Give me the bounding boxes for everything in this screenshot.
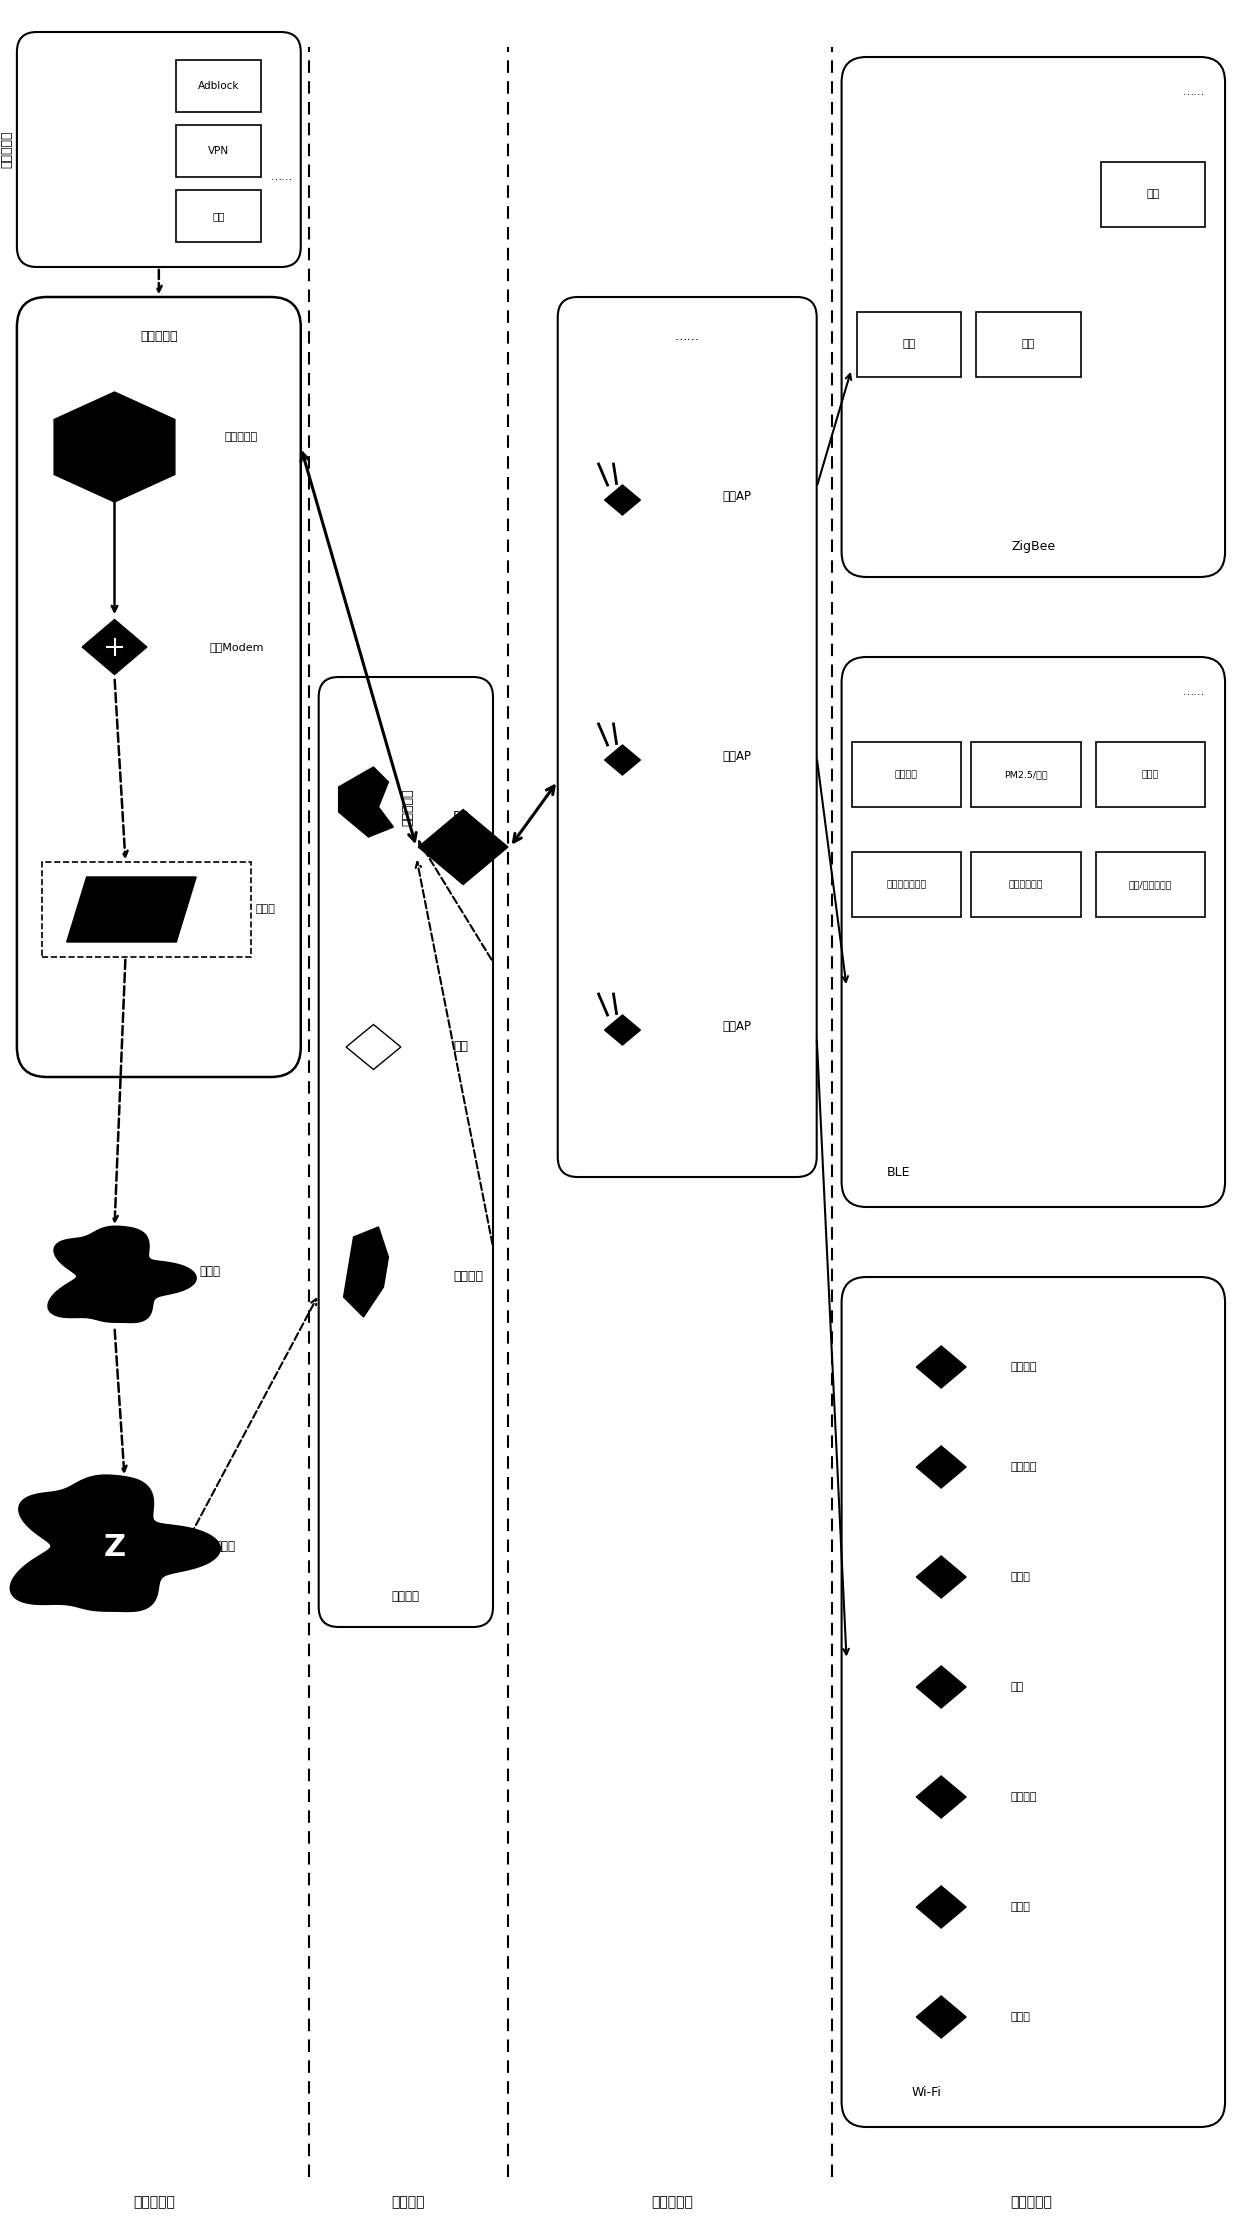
Text: 互联网: 互联网 bbox=[200, 1265, 221, 1278]
Polygon shape bbox=[916, 1886, 966, 1929]
Text: 公有云: 公有云 bbox=[215, 1541, 236, 1554]
Text: 用户入口: 用户入口 bbox=[392, 2196, 425, 2209]
Text: VPN: VPN bbox=[208, 147, 229, 156]
Text: 智能电视: 智能电视 bbox=[1011, 1461, 1038, 1472]
Text: 智能手机: 智能手机 bbox=[1011, 1793, 1038, 1802]
Polygon shape bbox=[605, 746, 640, 775]
Text: ZigBee: ZigBee bbox=[1012, 541, 1055, 555]
FancyBboxPatch shape bbox=[558, 296, 817, 1178]
Text: 温湿度传感器: 温湿度传感器 bbox=[1008, 880, 1043, 889]
Bar bbox=[176, 189, 260, 243]
Bar bbox=[176, 60, 260, 111]
Polygon shape bbox=[605, 1016, 640, 1044]
Text: 游戏盒子: 游戏盒子 bbox=[1011, 1363, 1038, 1372]
Text: PM2.5/甲醛: PM2.5/甲醛 bbox=[1004, 771, 1048, 779]
Text: 窗帘: 窗帘 bbox=[903, 339, 915, 350]
Polygon shape bbox=[48, 1227, 196, 1323]
Polygon shape bbox=[916, 1995, 966, 2038]
Text: BLE: BLE bbox=[887, 1165, 910, 1178]
Text: 防火墙: 防火墙 bbox=[255, 904, 275, 915]
Text: 智能AP: 智能AP bbox=[722, 1020, 751, 1033]
Text: 混合云平台: 混合云平台 bbox=[134, 2196, 175, 2209]
Text: Wi-Fi: Wi-Fi bbox=[911, 2084, 941, 2098]
Polygon shape bbox=[916, 1445, 966, 1488]
Text: 异构物联层: 异构物联层 bbox=[651, 2196, 693, 2209]
Text: 智能弱电箱: 智能弱电箱 bbox=[140, 330, 177, 343]
Text: Z: Z bbox=[103, 1532, 125, 1561]
Polygon shape bbox=[916, 1775, 966, 1817]
Text: ……: …… bbox=[270, 171, 293, 183]
FancyBboxPatch shape bbox=[17, 296, 301, 1078]
Polygon shape bbox=[10, 1474, 221, 1612]
FancyBboxPatch shape bbox=[319, 677, 494, 1628]
Text: 智能AP: 智能AP bbox=[722, 750, 751, 764]
Bar bbox=[971, 742, 1080, 806]
Polygon shape bbox=[339, 766, 393, 837]
Polygon shape bbox=[605, 485, 640, 514]
Text: 蓝牙音箱: 蓝牙音箱 bbox=[895, 771, 918, 779]
Text: 打印机: 打印机 bbox=[1011, 1572, 1030, 1581]
FancyBboxPatch shape bbox=[842, 657, 1225, 1207]
Text: 第三方服务: 第三方服务 bbox=[0, 131, 14, 169]
Bar bbox=[1101, 163, 1205, 227]
Polygon shape bbox=[67, 877, 196, 942]
Text: 宽带Modem: 宽带Modem bbox=[210, 641, 264, 653]
Polygon shape bbox=[346, 1024, 401, 1069]
Text: 灯光: 灯光 bbox=[1146, 189, 1159, 200]
Polygon shape bbox=[418, 808, 508, 884]
Polygon shape bbox=[55, 392, 175, 501]
FancyBboxPatch shape bbox=[842, 58, 1225, 577]
Text: 可穿戴: 可穿戴 bbox=[1142, 771, 1159, 779]
Bar bbox=[971, 853, 1080, 918]
Polygon shape bbox=[343, 1227, 388, 1316]
Text: ……: …… bbox=[1183, 87, 1205, 98]
Text: 智能手机: 智能手机 bbox=[453, 1269, 484, 1283]
Bar bbox=[852, 742, 961, 806]
Polygon shape bbox=[82, 619, 146, 675]
Text: ……: …… bbox=[1183, 686, 1205, 697]
Text: ……: …… bbox=[675, 330, 699, 343]
Text: 用户入口: 用户入口 bbox=[392, 1590, 420, 1603]
Bar bbox=[1096, 742, 1205, 806]
Text: Adblock: Adblock bbox=[198, 80, 239, 91]
Text: 蓝牙智能遥控器: 蓝牙智能遥控器 bbox=[887, 880, 926, 889]
Polygon shape bbox=[916, 1345, 966, 1387]
Text: 笔记本: 笔记本 bbox=[1011, 1902, 1030, 1913]
Text: 家庭云中心: 家庭云中心 bbox=[224, 432, 257, 441]
FancyBboxPatch shape bbox=[17, 31, 301, 267]
FancyBboxPatch shape bbox=[842, 1276, 1225, 2127]
Text: 智能AP: 智能AP bbox=[722, 490, 751, 503]
Text: 迅雷: 迅雷 bbox=[212, 212, 224, 220]
Bar bbox=[852, 853, 961, 918]
Text: 安防: 安防 bbox=[1022, 339, 1035, 350]
Polygon shape bbox=[916, 1666, 966, 1708]
Text: 智能硬件层: 智能硬件层 bbox=[1009, 2196, 1052, 2209]
Text: PC: PC bbox=[453, 811, 470, 824]
Text: 平板: 平板 bbox=[453, 1040, 469, 1053]
Text: 以太网总线: 以太网总线 bbox=[402, 788, 415, 826]
Polygon shape bbox=[916, 1557, 966, 1599]
Text: 摄像头: 摄像头 bbox=[1011, 2011, 1030, 2022]
Text: 火警/烟雾传感器: 火警/烟雾传感器 bbox=[1128, 880, 1172, 889]
Bar bbox=[857, 312, 961, 376]
Bar bbox=[976, 312, 1080, 376]
Bar bbox=[1096, 853, 1205, 918]
Bar bbox=[42, 862, 250, 958]
Text: 平板: 平板 bbox=[1011, 1681, 1024, 1693]
Bar bbox=[176, 125, 260, 176]
